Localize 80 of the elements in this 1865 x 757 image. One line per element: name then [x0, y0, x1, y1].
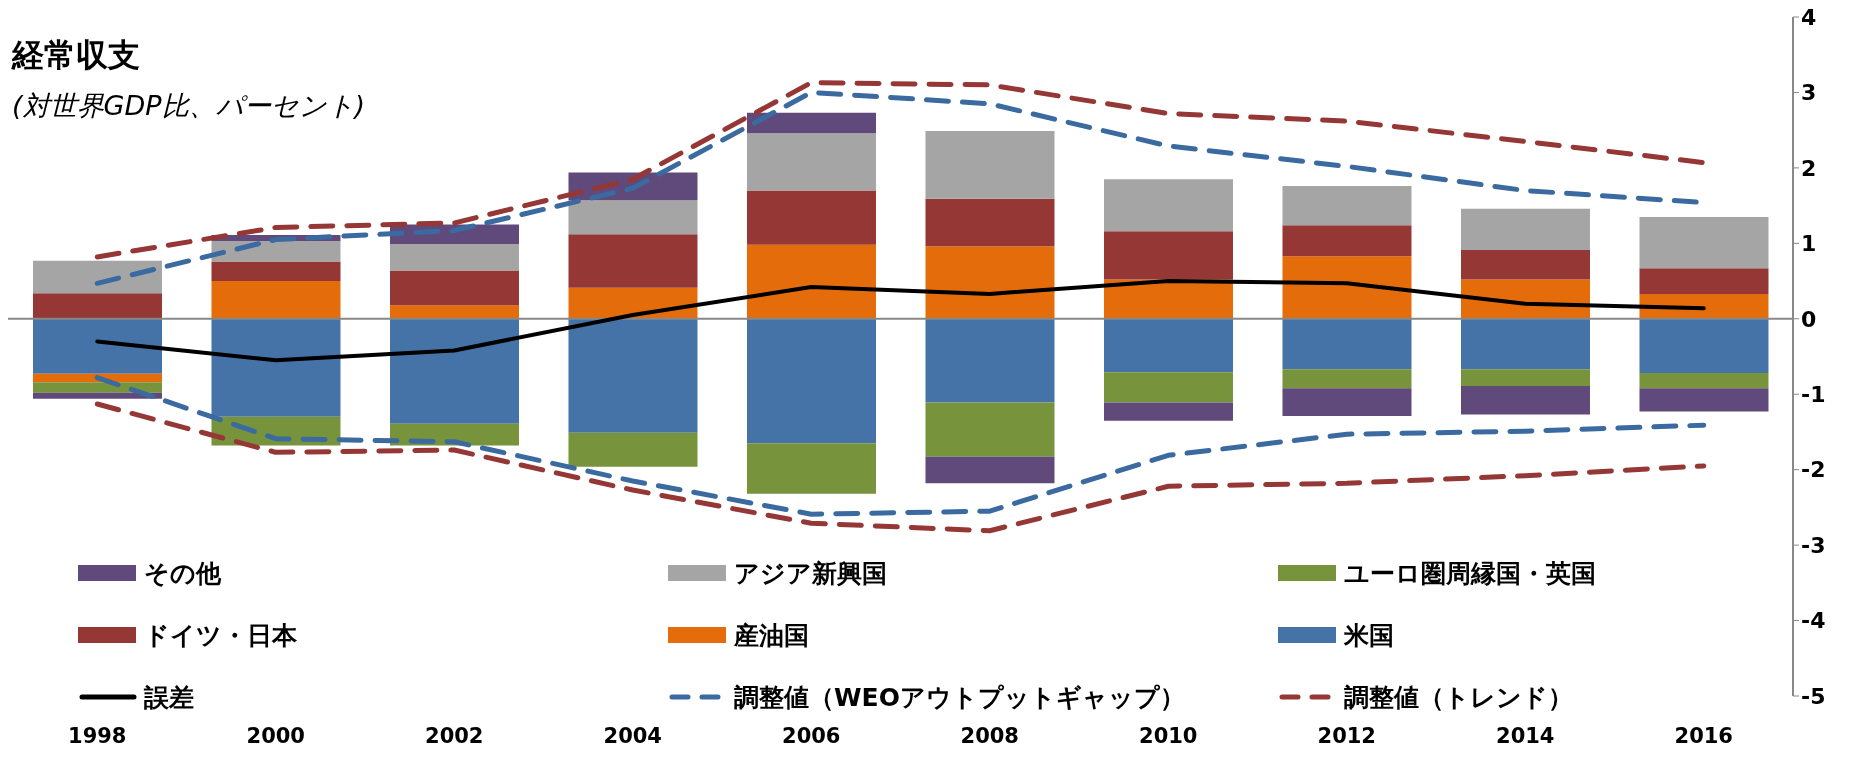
- legend-label: ユーロ圏周縁国・英国: [1344, 557, 1596, 590]
- bar: [32, 392, 162, 399]
- bar: [389, 318, 519, 424]
- bar: [1282, 256, 1412, 319]
- bar: [925, 246, 1055, 319]
- bar: [925, 456, 1055, 484]
- bar: [211, 261, 341, 282]
- x-tick-label: 2002: [425, 723, 484, 748]
- bar: [1639, 268, 1769, 294]
- y-tick-label: 1: [1801, 231, 1817, 257]
- bar: [1639, 318, 1769, 374]
- bar: [1639, 388, 1769, 412]
- bar: [1103, 372, 1233, 403]
- bar: [1282, 225, 1412, 257]
- bar: [1639, 216, 1769, 269]
- bar: [568, 318, 698, 433]
- bar: [568, 200, 698, 235]
- bar: [211, 281, 341, 319]
- bar: [1282, 369, 1412, 389]
- bar: [1103, 231, 1233, 280]
- bar: [389, 270, 519, 306]
- x-tick-label: 2000: [246, 723, 305, 748]
- bar: [1639, 373, 1769, 389]
- bar: [746, 133, 876, 191]
- legend-label: その他: [144, 557, 221, 590]
- y-tick-label: 0: [1801, 306, 1817, 332]
- bar: [746, 244, 876, 319]
- y-tick-label: -2: [1801, 457, 1826, 483]
- legend-label: 調整値（トレンド）: [1344, 681, 1573, 714]
- bar: [1460, 250, 1590, 280]
- bar: [746, 190, 876, 245]
- legend-label: 誤差: [144, 681, 194, 714]
- y-tick-label: -1: [1801, 382, 1826, 408]
- bar: [746, 112, 876, 134]
- bar: [746, 443, 876, 494]
- bar: [568, 234, 698, 288]
- bar: [925, 318, 1055, 403]
- bar: [32, 382, 162, 393]
- legend-label: 産油国: [734, 619, 809, 652]
- bar: [925, 130, 1055, 199]
- x-tick-label: 2010: [1139, 723, 1198, 748]
- bar: [389, 305, 519, 319]
- legend-label: 調整値（WEOアウトプットギャップ）: [734, 681, 1185, 714]
- x-tick-label: 2012: [1317, 723, 1376, 748]
- bar: [1103, 318, 1233, 373]
- bar: [746, 318, 876, 444]
- x-tick-label: 2006: [782, 723, 841, 748]
- x-tick-label: 1998: [68, 723, 127, 748]
- x-tick-label: 2008: [960, 723, 1019, 748]
- bar: [1282, 318, 1412, 370]
- bar: [925, 198, 1055, 247]
- bar: [32, 293, 162, 319]
- bar: [1103, 179, 1233, 232]
- x-tick-label: 2004: [603, 723, 662, 748]
- legend-label: ドイツ・日本: [144, 619, 297, 652]
- legend-label: 米国: [1344, 619, 1394, 652]
- bar: [1460, 318, 1590, 370]
- bar: [32, 260, 162, 294]
- bar: [1460, 369, 1590, 386]
- y-tick-label: 2: [1801, 155, 1817, 181]
- y-tick-label: 4: [1801, 4, 1817, 30]
- legend-label: アジア新興国: [734, 557, 887, 590]
- bar: [568, 432, 698, 467]
- bar: [1460, 208, 1590, 251]
- y-tick-label: -3: [1801, 532, 1826, 558]
- line-series: [95, 279, 1706, 363]
- text: (対世界GDP比、パーセント): [12, 89, 366, 123]
- bar: [211, 241, 341, 262]
- bar: [1282, 388, 1412, 417]
- y-tick-label: 3: [1801, 80, 1817, 106]
- bar: [925, 402, 1055, 457]
- text: 経常収支: [12, 35, 140, 76]
- bar: [1282, 186, 1412, 226]
- bar: [1460, 385, 1590, 415]
- y-tick-label: -5: [1801, 683, 1826, 709]
- bar: [389, 244, 519, 271]
- bar: [1103, 402, 1233, 421]
- x-tick-label: 2016: [1674, 723, 1733, 748]
- y-tick-label: -4: [1801, 608, 1826, 634]
- x-tick-label: 2014: [1496, 723, 1555, 748]
